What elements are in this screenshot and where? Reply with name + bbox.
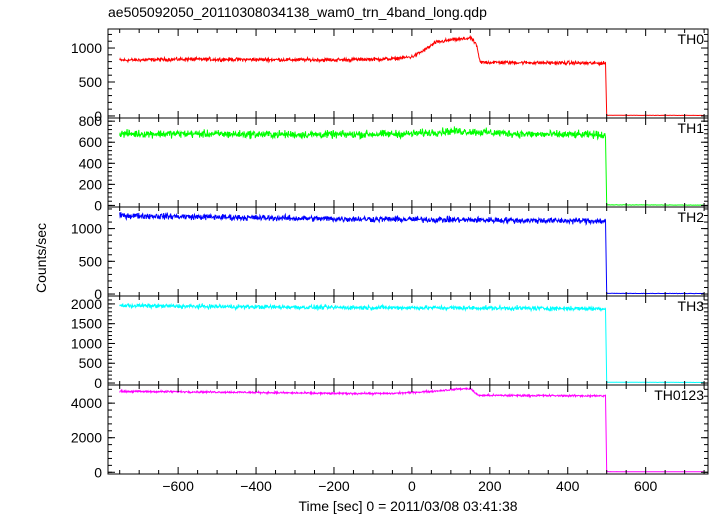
- chart-title: ae505092050_20110308034138_wam0_trn_4ban…: [108, 4, 487, 20]
- y-tick-label: 0: [94, 286, 102, 302]
- y-axis-label: Counts/sec: [33, 223, 49, 293]
- panels-group: TH0 0 500 1000 TH1 0 200 400 600 800 TH2 0 500 1000 TH…: [71, 28, 709, 494]
- y-tick-label: 1000: [71, 335, 102, 351]
- y-tick-label: 800: [79, 113, 103, 129]
- y-tick-label: 0: [94, 197, 102, 213]
- y-tick-label: 0: [94, 464, 102, 480]
- panel-label-th0123: TH0123: [654, 387, 704, 403]
- panel-frame-th0: [107, 28, 709, 119]
- y-tick-label: 200: [79, 176, 103, 192]
- y-tick-label: 4000: [71, 395, 102, 411]
- x-tick-label: 0: [408, 478, 416, 494]
- y-tick-label: 400: [79, 155, 103, 171]
- x-tick-label: −600: [162, 478, 194, 494]
- y-tick-label: 500: [79, 253, 103, 269]
- panel-frame-th0123: [107, 384, 709, 475]
- y-tick-label: 0: [94, 108, 102, 124]
- y-tick-label: 2000: [71, 430, 102, 446]
- x-tick-label: 600: [634, 478, 658, 494]
- panel-label-th0: TH0: [678, 31, 705, 47]
- x-tick-label: −400: [240, 478, 272, 494]
- panel-label-th2: TH2: [678, 209, 705, 225]
- y-tick-label: 0: [94, 375, 102, 391]
- x-tick-label: 400: [556, 478, 580, 494]
- x-axis-label: Time [sec] 0 = 2011/03/08 03:41:38: [298, 498, 517, 514]
- series-line-th1: [119, 126, 705, 206]
- series-line-th0: [119, 35, 705, 117]
- series-line-th2: [119, 212, 705, 295]
- series-line-th3: [119, 302, 705, 384]
- panel-frame-th2: [107, 206, 709, 297]
- y-tick-label: 2000: [71, 296, 102, 312]
- x-tick-label: 200: [478, 478, 502, 494]
- y-tick-label: 500: [79, 355, 103, 371]
- y-tick-label: 1000: [71, 40, 102, 56]
- series-line-th0123: [119, 386, 705, 473]
- panel-label-th1: TH1: [678, 120, 705, 136]
- y-tick-label: 600: [79, 134, 103, 150]
- y-tick-label: 1500: [71, 316, 102, 332]
- y-tick-label: 500: [79, 74, 103, 90]
- y-tick-label: 1000: [71, 221, 102, 237]
- x-tick-label: −200: [318, 478, 350, 494]
- panel-label-th3: TH3: [678, 298, 705, 314]
